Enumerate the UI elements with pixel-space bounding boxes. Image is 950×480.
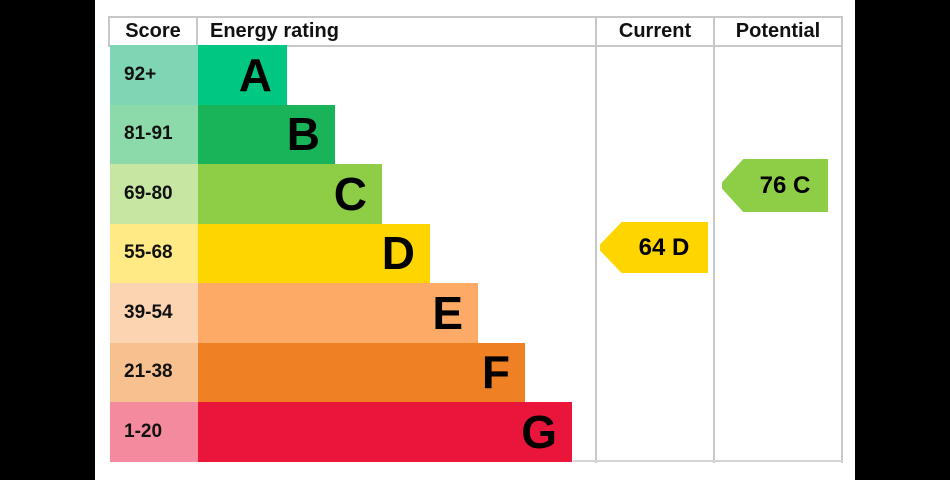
score-cell: 55-68 — [110, 223, 198, 283]
header-score: Score — [110, 18, 198, 45]
score-cell: 21-38 — [110, 342, 198, 402]
header-energy-rating: Energy rating — [198, 18, 597, 45]
table-header: Score Energy rating Current Potential — [108, 16, 843, 47]
rating-bar: A — [198, 45, 287, 105]
potential-rating-arrow: 76 C — [722, 159, 828, 212]
column-divider-rating-current — [595, 45, 597, 463]
band-row-c: 69-80 C — [110, 164, 597, 224]
rating-bar: B — [198, 104, 335, 164]
rating-bar: G — [198, 402, 572, 462]
score-cell: 39-54 — [110, 283, 198, 343]
table-right-border — [841, 45, 843, 463]
header-potential: Potential — [735, 20, 821, 42]
band-row-g: 1-20 G — [110, 402, 597, 462]
rating-bar: D — [198, 223, 430, 283]
rating-bar: C — [198, 164, 382, 224]
header-current: Current — [597, 18, 715, 45]
band-row-e: 39-54 E — [110, 283, 597, 343]
band-row-b: 81-91 B — [110, 104, 597, 164]
band-row-d: 55-68 D — [110, 223, 597, 283]
score-cell: 69-80 — [110, 164, 198, 224]
score-cell: 1-20 — [110, 402, 198, 462]
band-row-f: 21-38 F — [110, 342, 597, 402]
score-cell: 81-91 — [110, 104, 198, 164]
score-cell: 92+ — [110, 45, 198, 105]
column-divider-current-potential — [713, 45, 715, 463]
band-rows: 92+ A 81-91 B 69-80 C 55-68 D 39-54 E 21… — [110, 45, 597, 462]
band-row-a: 92+ A — [110, 45, 597, 105]
current-rating-arrow: 64 D — [600, 222, 708, 273]
table-bottom-border — [573, 460, 843, 462]
rating-bar: E — [198, 283, 478, 343]
rating-bar: F — [198, 342, 525, 402]
